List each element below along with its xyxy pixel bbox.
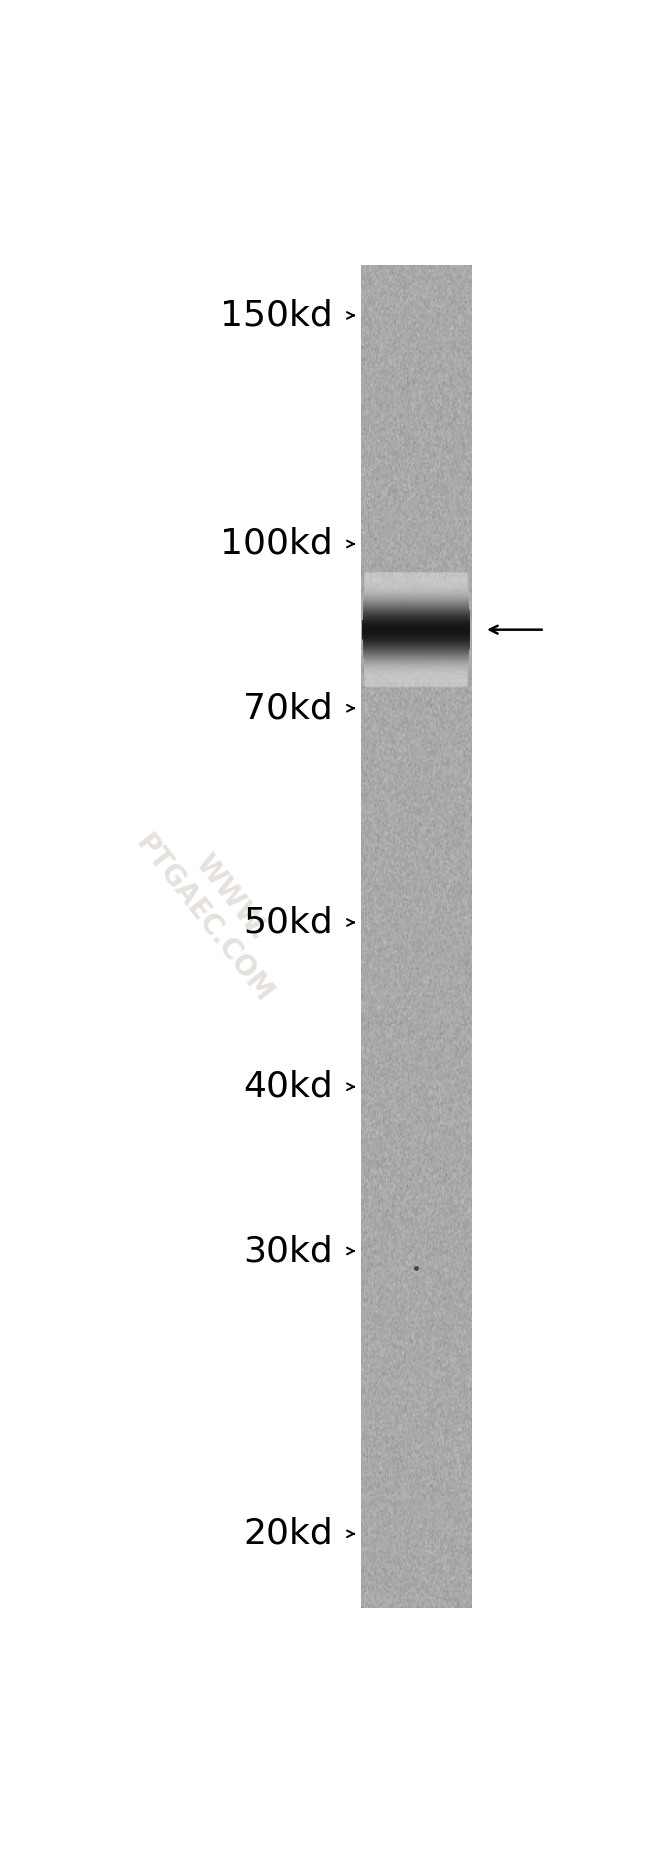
Text: 30kd: 30kd [243, 1234, 333, 1269]
Text: WWW.
PTGAEC.COM: WWW. PTGAEC.COM [129, 809, 305, 1007]
Text: 20kd: 20kd [243, 1517, 333, 1551]
Text: 150kd: 150kd [220, 299, 333, 332]
Bar [361, 265, 472, 1608]
Text: 40kd: 40kd [243, 1070, 333, 1104]
Text: 70kd: 70kd [243, 692, 333, 725]
Text: 50kd: 50kd [243, 905, 333, 939]
Text: 100kd: 100kd [220, 527, 333, 560]
